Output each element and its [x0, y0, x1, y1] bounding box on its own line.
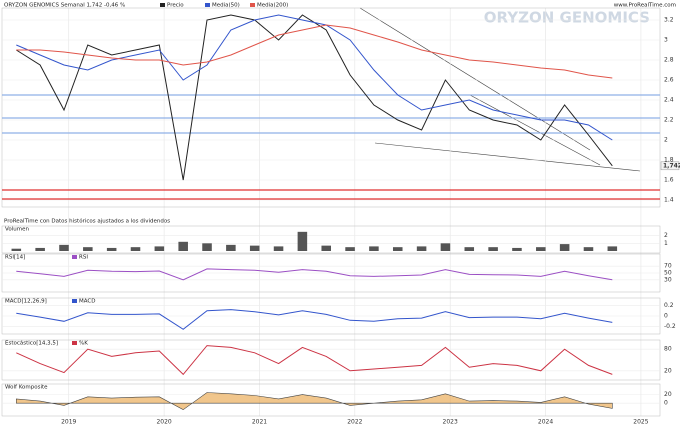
note: ProRealTime con Datos históricos ajustad… — [4, 218, 170, 225]
series-line — [16, 268, 613, 281]
bar — [488, 247, 498, 251]
area — [15, 392, 613, 411]
bar — [512, 247, 522, 251]
series-line — [16, 345, 613, 376]
x-tick-label: 2019 — [61, 419, 76, 426]
bar — [416, 246, 427, 251]
legend-swatch — [72, 255, 77, 259]
bar — [583, 247, 594, 251]
y-tick-label: 2.4 — [664, 97, 674, 104]
series-line — [16, 24, 613, 79]
legend-swatch — [72, 299, 77, 303]
last-price-tag — [660, 161, 680, 171]
y-tick-label: 1 — [664, 240, 668, 247]
bar — [154, 246, 165, 251]
watermark-title: ORYZON GENOMICS — [484, 9, 650, 27]
y-tick-label: 0 — [664, 313, 668, 320]
legend-label: Media(200) — [257, 3, 288, 9]
last-price-label: 1,742 — [663, 162, 680, 169]
legend-label: RSI — [79, 255, 88, 261]
legend-label: %K — [79, 341, 88, 347]
x-tick-label: 2025 — [633, 419, 648, 426]
y-tick-label: 50 — [664, 270, 672, 277]
bar — [369, 246, 379, 251]
bar — [392, 247, 403, 251]
bar — [321, 245, 331, 251]
panel-title: Estocástico[14,3,5] — [5, 340, 58, 347]
bar — [202, 243, 212, 251]
y-tick-label: -0.2 — [664, 323, 676, 330]
y-tick-label: 3.2 — [664, 17, 674, 24]
y-tick-label: 3 — [664, 37, 668, 44]
panel-frame — [1, 383, 661, 417]
bar — [440, 243, 451, 251]
y-tick-label: 1.6 — [664, 177, 674, 184]
trend-line — [359, 7, 591, 151]
bar — [464, 247, 475, 251]
y-tick-label: 0.2 — [664, 302, 674, 309]
y-tick-label: 70 — [664, 263, 672, 270]
bar — [83, 247, 93, 251]
bar — [536, 247, 546, 251]
panel-title: MACD[12,26,9] — [5, 299, 47, 305]
panel-frame — [1, 7, 661, 208]
y-tick-label: 2.8 — [664, 57, 674, 64]
x-tick-label: 2024 — [538, 419, 553, 426]
series-line — [16, 14, 613, 141]
series-line — [16, 309, 613, 330]
bar — [559, 244, 570, 251]
legend-label: Media(50) — [212, 3, 240, 9]
bar — [178, 241, 188, 251]
legend-swatch — [160, 3, 165, 7]
panel-title: Volumen — [5, 227, 29, 233]
legend-swatch — [205, 3, 210, 7]
bar — [607, 246, 618, 251]
y-tick-label: 80 — [664, 346, 672, 353]
panel-title: RSI[14] — [5, 255, 25, 261]
source: www.ProRealTime.com — [614, 3, 676, 9]
y-tick-label: 30 — [664, 276, 672, 283]
bar — [345, 247, 355, 251]
trend-line — [469, 94, 601, 166]
panel-frame — [1, 225, 661, 254]
bar — [249, 245, 260, 251]
y-tick-label: 2 — [664, 137, 668, 144]
bar — [59, 244, 69, 251]
y-tick-label: 20 — [664, 367, 672, 374]
bar — [11, 248, 22, 251]
y-tick-label: 2.6 — [664, 77, 674, 84]
bar — [297, 231, 308, 251]
header: ORYZON GENOMICS Semanal 1,742 -0,46 % — [4, 3, 125, 9]
panel-frame — [1, 339, 661, 381]
y-tick-label: 1.8 — [664, 157, 674, 164]
x-tick-label: 2022 — [347, 419, 362, 426]
trend-line — [374, 142, 641, 172]
x-tick-label: 2021 — [252, 419, 267, 426]
bar — [226, 244, 236, 251]
x-tick-label: 2023 — [443, 419, 458, 426]
bar — [106, 247, 117, 251]
legend-label: MACD — [79, 299, 96, 305]
y-tick-label: 0 — [664, 400, 668, 407]
bar — [273, 246, 284, 251]
legend-swatch — [250, 3, 255, 7]
y-tick-label: 1.4 — [664, 197, 674, 204]
bar — [130, 247, 141, 251]
y-tick-label: 2.2 — [664, 117, 674, 124]
panel-title: Wolf Komposite — [5, 385, 48, 391]
y-tick-label: 2 — [664, 232, 668, 239]
bar — [35, 247, 45, 251]
legend-swatch — [72, 341, 77, 345]
x-tick-label: 2020 — [156, 419, 171, 426]
legend-label: Precio — [167, 3, 184, 9]
y-tick-label: 20 — [664, 391, 672, 398]
